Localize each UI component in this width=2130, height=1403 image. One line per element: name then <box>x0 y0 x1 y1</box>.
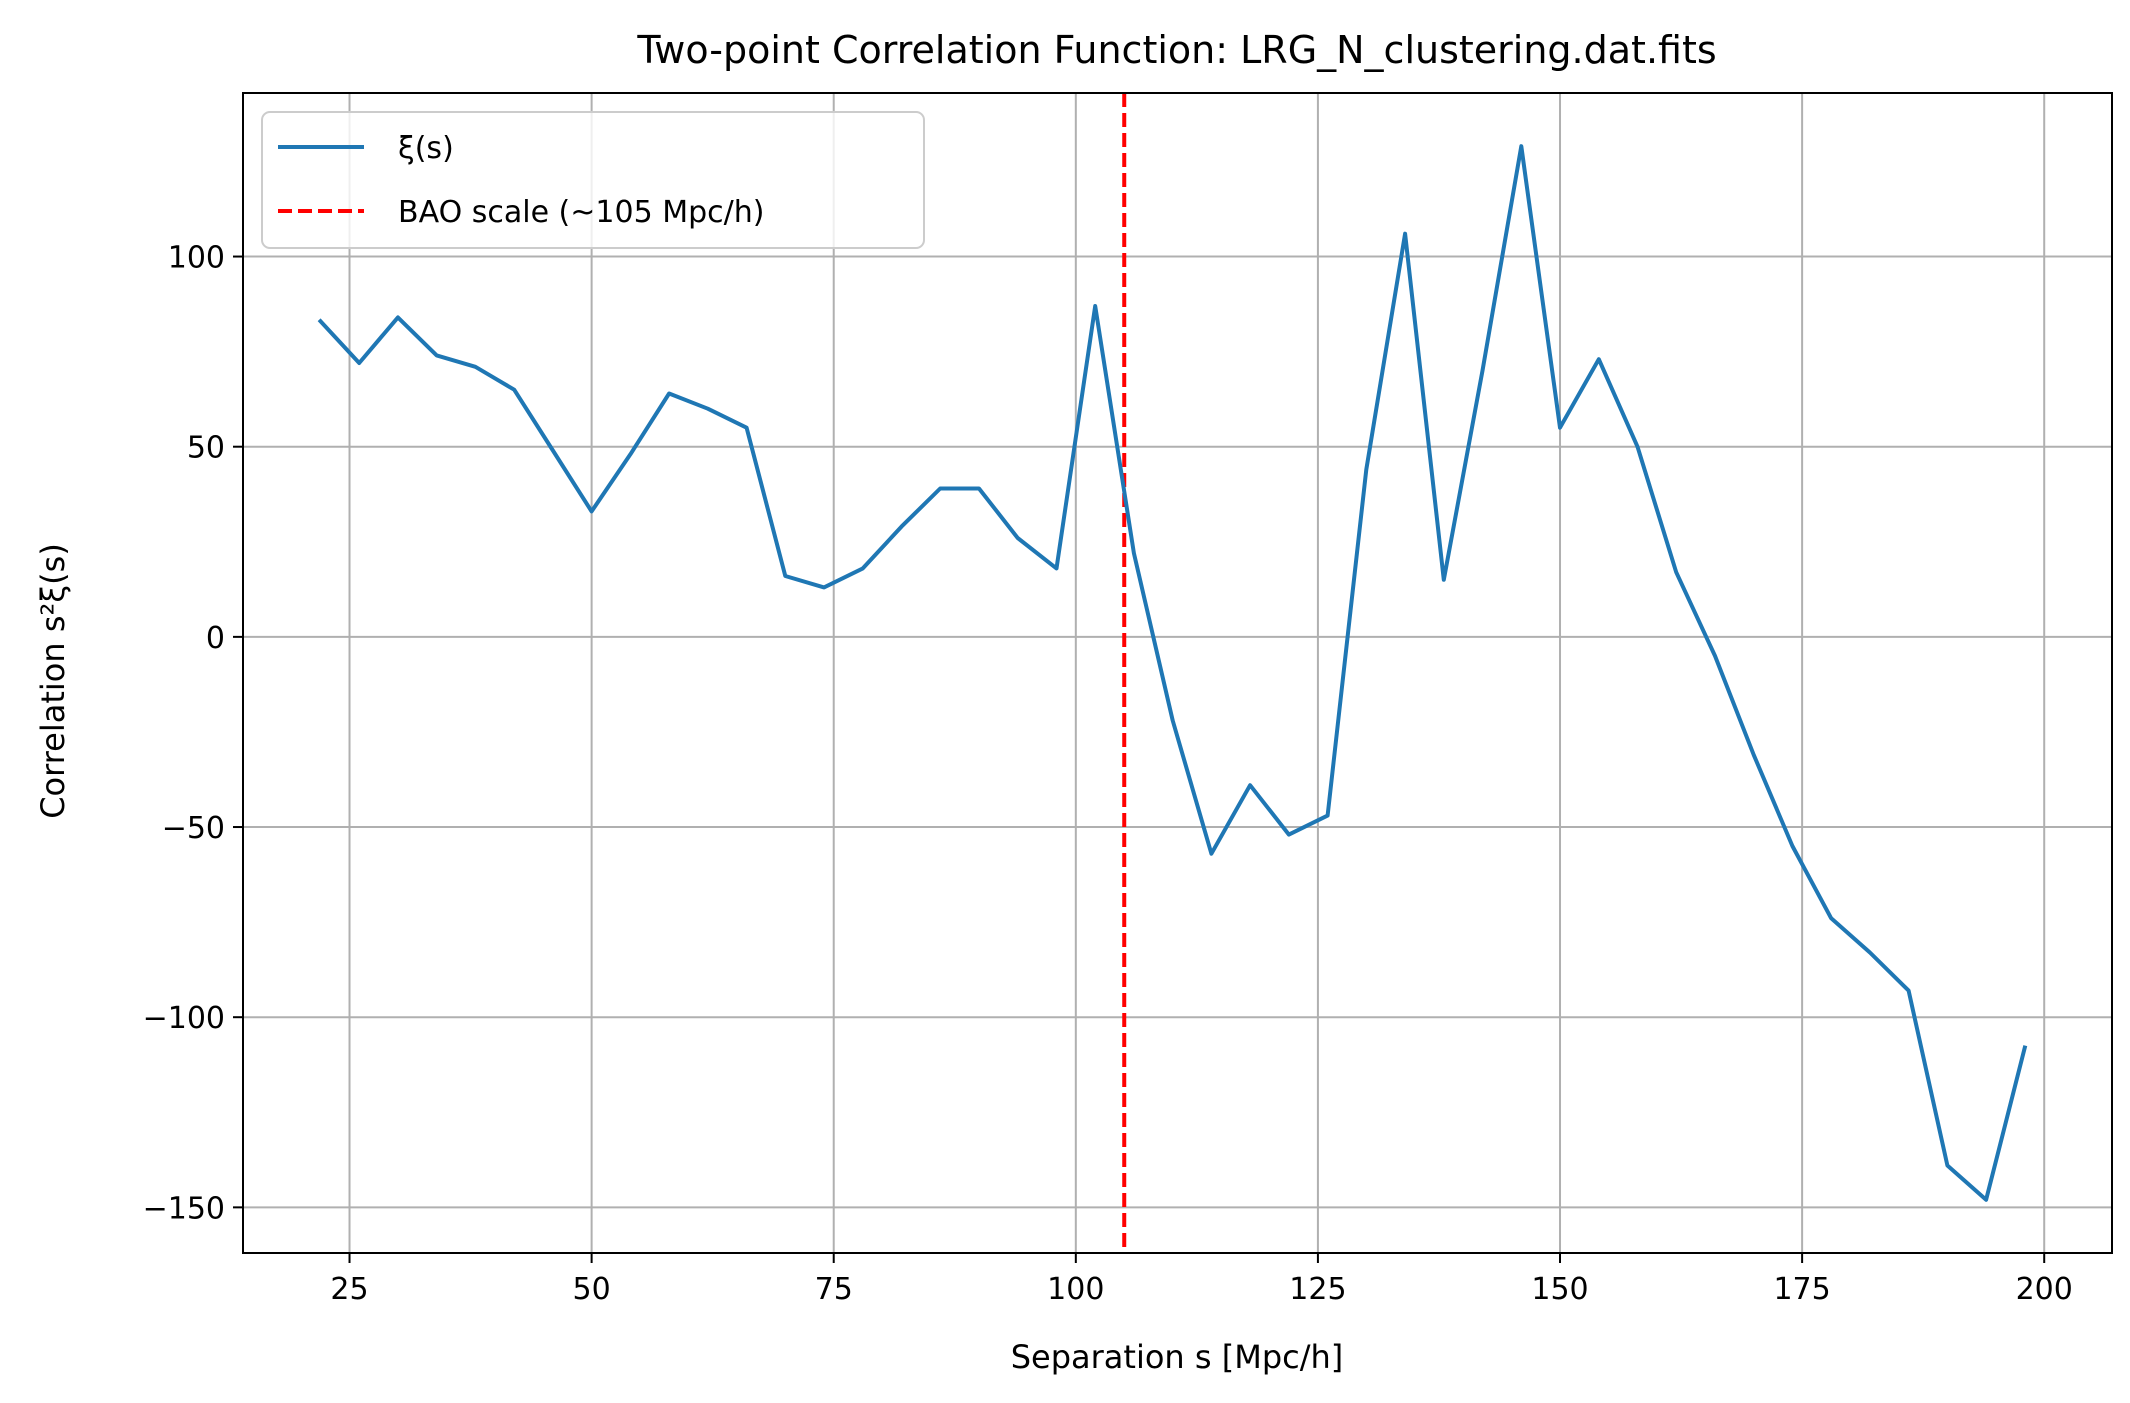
y-tick-label-4: 50 <box>187 431 225 466</box>
x-axis-ticks: 25 50 75 100 125 150 175 200 <box>330 1253 2073 1307</box>
plot-frame <box>242 92 2113 1254</box>
y-tick-label-1: −100 <box>143 1001 225 1036</box>
x-axis-label: Separation s [Mpc/h] <box>1011 1338 1344 1376</box>
x-tick-label-7: 200 <box>2016 1272 2073 1307</box>
series-line-0 <box>317 144 2028 1202</box>
x-tick-label-4: 125 <box>1289 1272 1346 1307</box>
x-tick-label-5: 150 <box>1531 1272 1588 1307</box>
x-tick-label-0: 25 <box>330 1272 368 1307</box>
legend-box <box>261 111 925 249</box>
y-axis-ticks: −150 −100 −50 0 50 100 <box>143 241 243 1226</box>
legend-entry-bao: BAO scale (~105 Mpc/h) <box>398 195 764 230</box>
chart-title: Two-point Correlation Function: LRG_N_cl… <box>636 28 1716 72</box>
legend: ξ(s) BAO scale (~105 Mpc/h) <box>261 111 925 249</box>
y-tick-label-3: 0 <box>206 621 225 656</box>
grid <box>243 93 2112 1253</box>
y-tick-label-0: −150 <box>143 1191 225 1226</box>
x-tick-label-2: 75 <box>815 1272 853 1307</box>
y-tick-label-5: 100 <box>168 241 225 276</box>
legend-entry-xi: ξ(s) <box>398 131 454 166</box>
y-axis-label: Correlation s²ξ(s) <box>34 543 72 819</box>
data-series <box>317 144 2028 1202</box>
y-tick-label-2: −50 <box>162 811 225 846</box>
x-tick-label-6: 175 <box>1773 1272 1830 1307</box>
x-tick-label-3: 100 <box>1047 1272 1104 1307</box>
x-tick-label-1: 50 <box>573 1272 611 1307</box>
